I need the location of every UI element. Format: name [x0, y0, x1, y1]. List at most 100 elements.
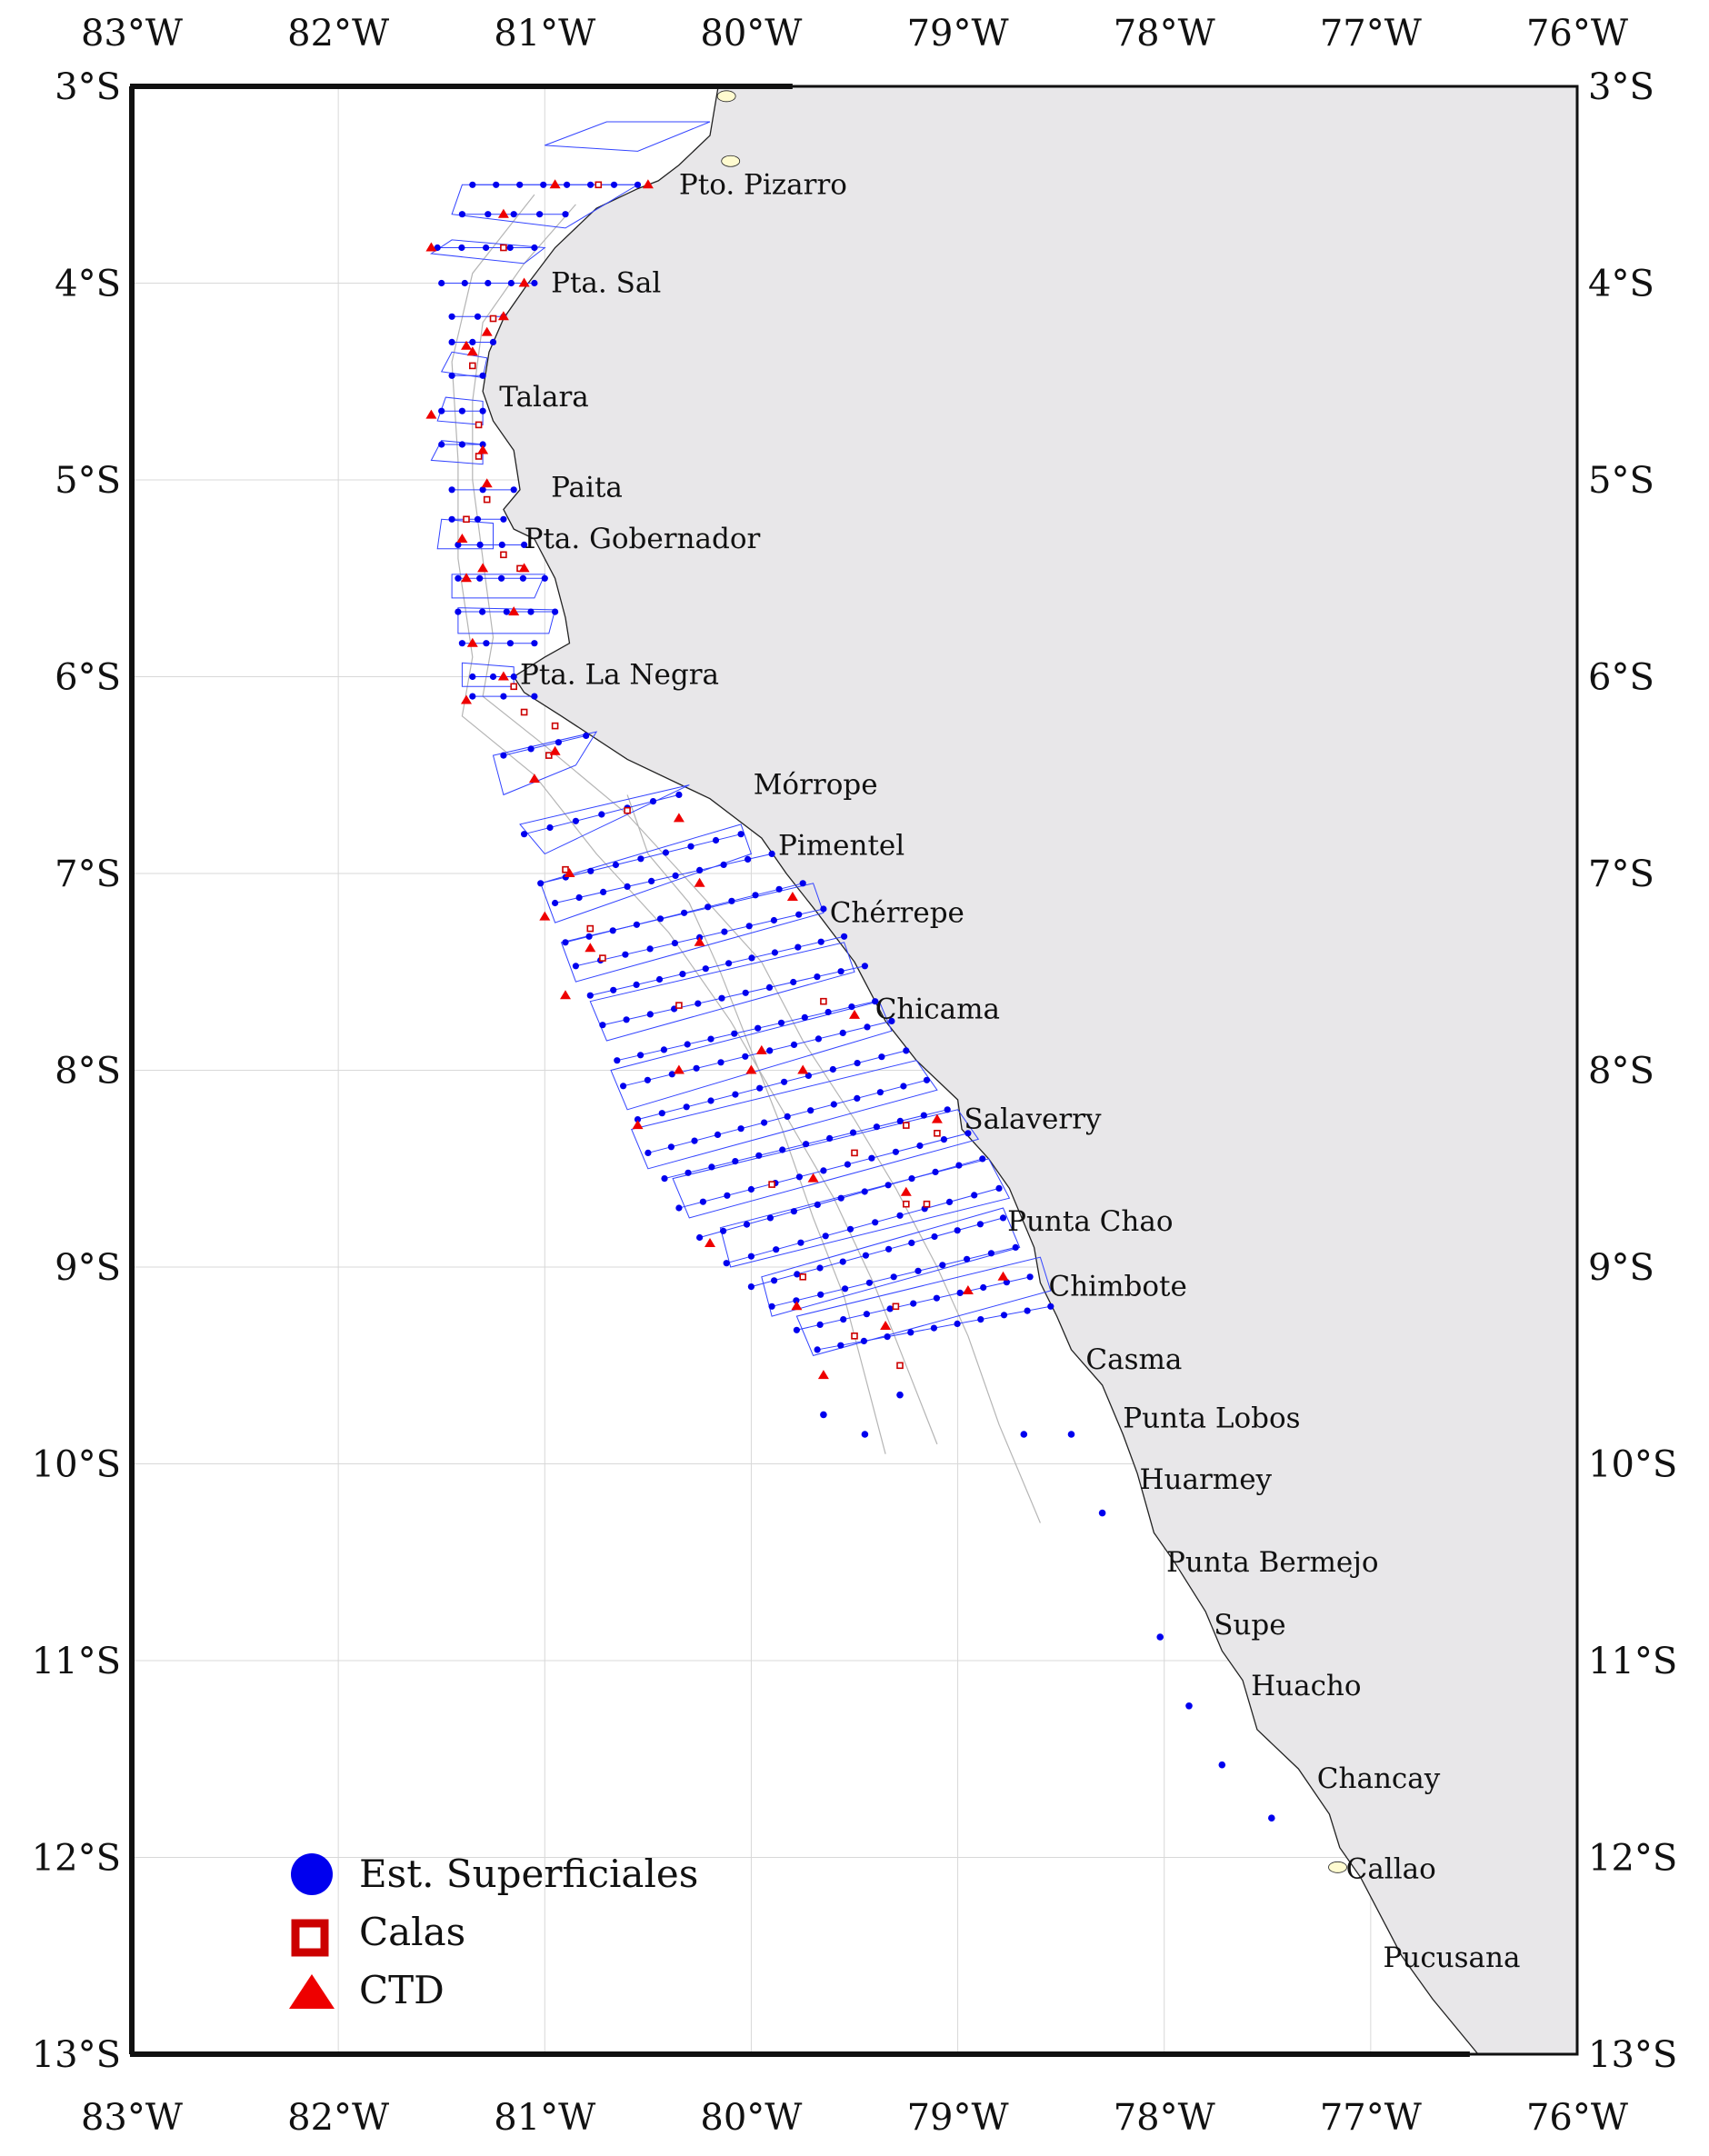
station-marker [756, 1084, 764, 1092]
ctd-marker [786, 892, 798, 901]
top-lon-label: 78°W [1114, 13, 1215, 55]
left-lat-label: 10°S [32, 1444, 121, 1486]
station-marker [964, 1130, 972, 1137]
station-marker [995, 1184, 1003, 1192]
top-lon-label: 80°W [700, 13, 802, 55]
station-marker [1218, 1761, 1226, 1769]
station-marker [932, 1168, 939, 1175]
station-marker [931, 1233, 938, 1241]
station-marker [781, 1078, 788, 1085]
station-marker [521, 831, 528, 838]
station-marker [434, 244, 441, 252]
right-lat-label: 7°S [1588, 853, 1654, 895]
cala-marker [489, 314, 497, 323]
place-label: Pta. La Negra [520, 658, 719, 691]
cala-marker [545, 752, 553, 759]
top-lon-label: 79°W [907, 13, 1009, 55]
station-marker [683, 1103, 690, 1111]
station-marker [572, 963, 580, 970]
station-marker [708, 1163, 715, 1171]
station-marker [714, 1131, 722, 1138]
place-label: Huarmey [1140, 1463, 1273, 1496]
station-marker [724, 1192, 731, 1199]
station-marker [777, 1019, 785, 1026]
station-marker [552, 608, 559, 615]
station-marker [979, 1155, 986, 1163]
station-marker [945, 1198, 954, 1205]
right-lat-label: 12°S [1588, 1838, 1677, 1880]
station-marker [1026, 1273, 1034, 1281]
station-marker [458, 407, 465, 414]
station-marker [633, 981, 640, 988]
station-marker [660, 1046, 668, 1053]
station-marker [908, 1175, 915, 1183]
transect-line [751, 1217, 1004, 1288]
station-marker [980, 1283, 987, 1292]
station-marker [814, 1346, 821, 1353]
station-marker [586, 992, 594, 999]
station-marker [658, 1110, 665, 1117]
station-marker [458, 441, 465, 448]
station-marker [840, 1316, 847, 1323]
station-marker [644, 1076, 652, 1083]
cala-marker [500, 244, 507, 252]
station-marker [747, 1253, 755, 1260]
ctd-marker [425, 242, 437, 252]
ctd-marker [900, 1186, 912, 1196]
station-marker [458, 211, 465, 218]
station-marker [839, 1029, 846, 1036]
station-marker [770, 916, 778, 924]
station-marker [745, 923, 753, 930]
ctd-marker [539, 911, 551, 921]
transect-line [726, 1187, 1000, 1264]
station-marker [662, 849, 670, 856]
station-marker [679, 971, 686, 978]
station-marker [731, 1030, 738, 1037]
ctd-marker [461, 340, 472, 350]
station-marker [681, 909, 688, 916]
station-marker [779, 1146, 786, 1153]
station-marker [469, 338, 476, 345]
station-marker [956, 1289, 964, 1296]
station-marker [634, 181, 642, 188]
station-marker [531, 244, 538, 252]
place-label: Punta Bermejo [1166, 1546, 1379, 1579]
station-marker [531, 693, 538, 700]
right-lat-label: 6°S [1588, 657, 1654, 699]
station-marker [768, 1303, 775, 1310]
station-marker [448, 372, 455, 379]
station-marker [886, 1305, 894, 1313]
station-marker [766, 1047, 774, 1054]
station-marker [820, 1167, 827, 1174]
place-label: Punta Lobos [1123, 1402, 1300, 1435]
station-marker [896, 1391, 904, 1399]
top-lon-label: 77°W [1320, 13, 1422, 55]
station-marker [940, 1136, 947, 1143]
station-marker [844, 1161, 852, 1168]
right-lat-label: 13°S [1588, 2034, 1677, 2076]
station-marker [910, 1300, 917, 1307]
station-marker [939, 1262, 946, 1269]
station-marker [872, 1219, 879, 1226]
place-label: Casma [1085, 1343, 1182, 1376]
ctd-marker [807, 1173, 819, 1183]
station-marker [661, 1175, 668, 1183]
bottom-lon-label: 79°W [907, 2097, 1009, 2139]
right-lat-label: 4°S [1588, 264, 1654, 305]
station-marker [860, 1337, 868, 1344]
station-marker [691, 1137, 698, 1144]
cala-marker [599, 954, 606, 962]
station-marker [648, 877, 655, 885]
station-marker [830, 1101, 837, 1108]
station-marker [500, 752, 507, 759]
station-marker [826, 1134, 834, 1142]
station-marker [1024, 1307, 1031, 1314]
transect-line [602, 965, 865, 1026]
station-marker [896, 1212, 904, 1219]
station-marker [790, 1208, 798, 1215]
station-marker [585, 933, 593, 940]
station-marker [562, 939, 569, 946]
station-marker [646, 945, 654, 953]
station-marker [500, 515, 507, 523]
cala-marker [520, 708, 528, 716]
